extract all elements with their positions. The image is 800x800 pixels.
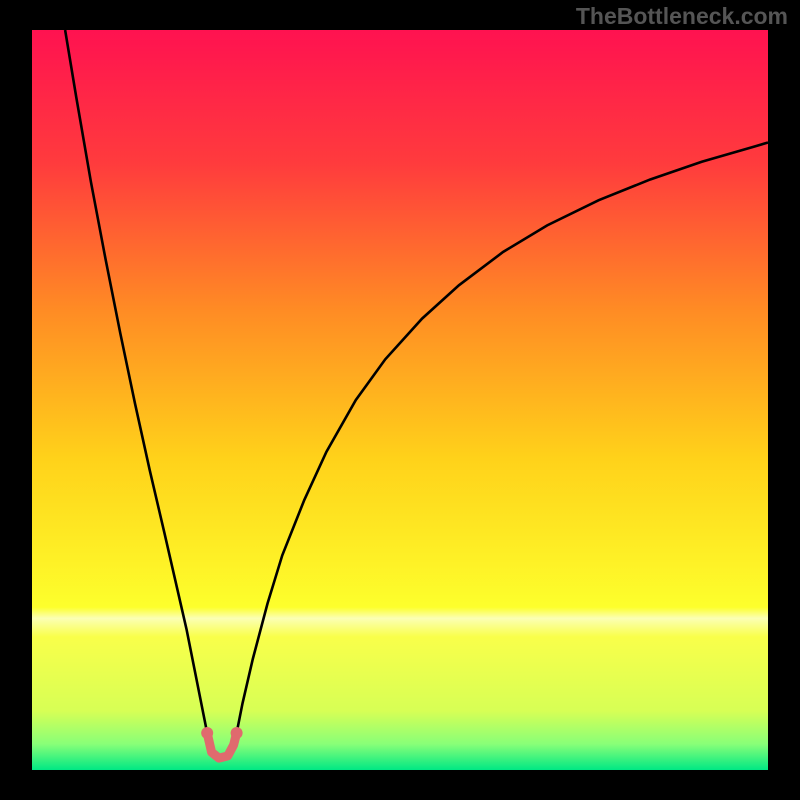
curves-svg [0, 0, 800, 800]
marker-dot [201, 727, 213, 739]
marker-dots [201, 727, 242, 739]
watermark-text: TheBottleneck.com [576, 3, 788, 30]
marker-dot [231, 727, 243, 739]
curve-left [65, 30, 207, 733]
chart-frame: TheBottleneck.com [0, 0, 800, 800]
curve-right [237, 142, 768, 733]
